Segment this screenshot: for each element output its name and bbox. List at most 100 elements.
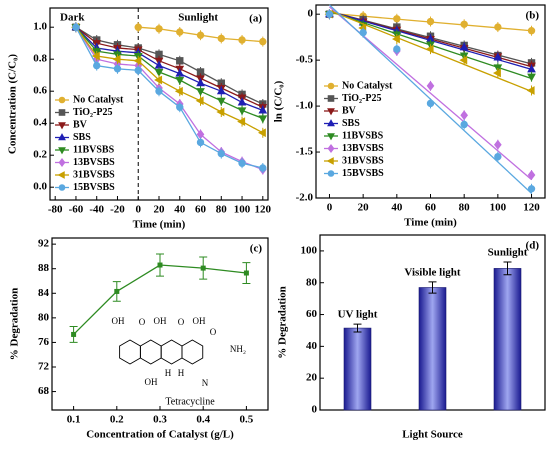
marker: [217, 34, 225, 43]
x-tick-label: 100: [490, 202, 507, 214]
atom-label: OH: [154, 316, 167, 326]
y-tick-label: 20: [306, 372, 318, 384]
marker: [216, 86, 226, 95]
error-bar: [503, 261, 512, 276]
legend-label: 15BVSBS: [342, 168, 384, 179]
x-tick-label: 40: [174, 204, 186, 216]
legend-marker: [327, 133, 335, 141]
panel-label: (c): [250, 243, 263, 255]
bar: [418, 287, 447, 411]
marker: [195, 96, 204, 106]
marker: [174, 86, 183, 96]
marker: [259, 164, 267, 172]
y-tick-label: -1.5: [296, 146, 314, 158]
y-tick-label: 76: [38, 336, 50, 348]
marker: [391, 34, 400, 44]
legend-marker: [58, 133, 66, 141]
bar: [343, 327, 372, 411]
y-tick-label: 80: [38, 311, 50, 323]
x-tick-label: 120: [523, 202, 540, 214]
panel-label: (b): [526, 10, 540, 22]
legend-marker: [327, 119, 335, 127]
legend-label: 11BVSBS: [342, 130, 384, 141]
marker: [459, 55, 468, 65]
bar: [493, 268, 522, 411]
legend-marker: [58, 122, 66, 130]
marker: [325, 10, 334, 18]
bar-label: UV light: [338, 309, 378, 321]
marker: [196, 138, 205, 147]
marker: [93, 61, 101, 70]
legend-marker: [57, 171, 65, 179]
y-axis-label: Concentration (C/C₀): [7, 54, 19, 154]
y-tick-label: 92: [38, 238, 50, 250]
marker: [154, 75, 163, 85]
x-tick-label: 20: [358, 202, 370, 214]
marker: [237, 107, 247, 116]
x-tick-label: 100: [234, 204, 251, 216]
x-axis-label: Time (min): [404, 217, 457, 229]
ring: [119, 339, 141, 365]
series-line: [75, 26, 264, 171]
x-tick-label: 20: [154, 204, 166, 216]
x-tick-label: 0.5: [240, 414, 254, 426]
marker: [157, 262, 163, 268]
marker: [238, 36, 246, 44]
x-tick-label: 0: [135, 204, 141, 216]
x-tick-label: -20: [110, 204, 125, 216]
y-tick-label: 0.2: [33, 149, 47, 161]
marker: [155, 25, 163, 33]
marker: [216, 97, 226, 106]
marker: [259, 37, 267, 46]
marker: [257, 128, 266, 138]
y-axis-label: ln (C/C₀): [273, 80, 285, 122]
marker: [134, 23, 142, 31]
legend-marker: [58, 96, 66, 104]
marker: [426, 80, 435, 91]
marker: [216, 107, 225, 117]
y-tick-label: 100: [301, 244, 318, 256]
marker: [72, 23, 80, 31]
x-tick-label: 0.2: [110, 414, 124, 426]
legend-label: 13BVSBS: [342, 143, 384, 154]
legend-label: No Catalyst: [73, 94, 124, 105]
y-tick-label: 1.0: [33, 21, 47, 33]
legend-label: BV: [73, 119, 88, 130]
marker: [393, 15, 401, 23]
marker: [112, 54, 121, 64]
legend-marker: [58, 147, 66, 155]
y-tick-label: 0.4: [33, 117, 47, 129]
annotation: Sunlight: [178, 12, 218, 24]
atom-label: H: [165, 368, 172, 378]
legend-label: 11BVSBS: [73, 144, 115, 155]
marker: [527, 73, 536, 82]
y-tick-label: -1.0: [296, 100, 314, 112]
marker: [196, 31, 205, 39]
marker: [527, 185, 536, 193]
marker: [196, 78, 205, 87]
series-line: [75, 26, 264, 120]
x-tick-label: 80: [459, 202, 471, 214]
legend-marker: [327, 82, 335, 90]
marker: [200, 265, 206, 271]
marker: [460, 20, 468, 28]
series-line: [75, 26, 264, 108]
marker: [91, 51, 100, 61]
y-tick-label: -2.0: [296, 192, 314, 204]
x-tick-label: 0.3: [153, 414, 167, 426]
marker: [425, 44, 434, 54]
x-tick-label: 0.4: [196, 414, 210, 426]
marker: [133, 56, 142, 66]
y-tick-label: 0: [312, 404, 318, 416]
panel-label: (a): [249, 13, 262, 25]
x-axis-label: Concentration of Catalyst (g/L): [86, 429, 234, 441]
y-tick-label: 68: [38, 385, 50, 397]
error-bar: [428, 281, 437, 294]
legend-label: TiO₂-P25: [73, 107, 112, 118]
marker: [176, 57, 184, 65]
panel-label: (d): [526, 240, 540, 252]
x-tick-label: -80: [48, 204, 63, 216]
y-tick-label: 0.0: [33, 181, 47, 193]
ring: [139, 339, 162, 365]
